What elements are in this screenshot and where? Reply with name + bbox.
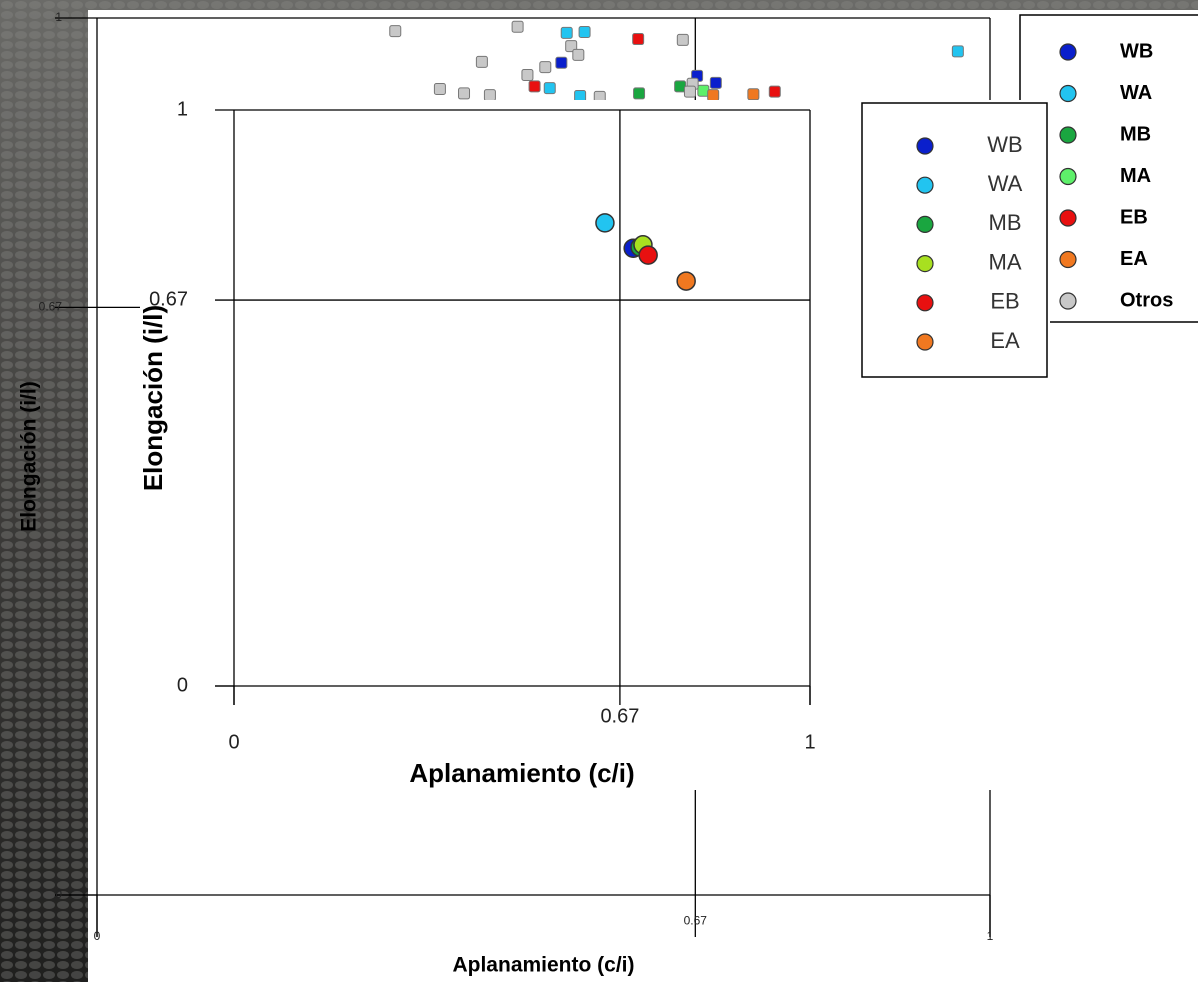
x-tick-label: 0 <box>94 929 101 943</box>
point <box>511 20 524 33</box>
legend-marker <box>1059 167 1077 186</box>
point <box>747 88 760 101</box>
point <box>560 26 573 39</box>
point <box>683 85 696 98</box>
legend-marker <box>1059 126 1077 144</box>
point <box>633 87 646 100</box>
legend-label: MB <box>1120 123 1151 145</box>
y-axis-label: Elongación (i/l) <box>18 381 41 532</box>
point <box>709 76 722 89</box>
legend-label: EA <box>990 328 1020 353</box>
point <box>951 45 964 58</box>
point <box>565 40 578 53</box>
point <box>676 33 689 46</box>
legend-label: Otros <box>1120 289 1173 311</box>
legend-label: EB <box>990 289 1019 314</box>
x-tick-label: 0.67 <box>684 914 708 928</box>
x-axis-label: Aplanamiento (c/i) <box>409 758 634 788</box>
legend-marker <box>1059 250 1077 269</box>
legend-label: WA <box>1120 82 1152 104</box>
y-tick-label: 0 <box>55 887 62 901</box>
point <box>433 83 446 96</box>
point <box>389 25 402 38</box>
x-tick-label: 0 <box>228 731 239 753</box>
point <box>676 271 696 291</box>
point <box>539 61 552 74</box>
legend-label: EA <box>1120 248 1148 270</box>
y-tick-label: 0 <box>177 674 188 696</box>
legend-label: MB <box>989 210 1022 235</box>
x-tick-label: 1 <box>804 731 815 753</box>
legend-marker <box>916 215 934 233</box>
legend-marker <box>1059 84 1077 103</box>
legend-marker <box>916 294 934 312</box>
legend-marker <box>916 176 934 194</box>
point <box>638 245 658 265</box>
y-tick-label: 1 <box>177 98 188 120</box>
legend-label: MA <box>989 249 1022 274</box>
legend-marker <box>1059 43 1077 61</box>
y-tick-label: 0.67 <box>149 288 188 310</box>
point <box>483 89 496 102</box>
y-tick-label: 1 <box>55 10 62 24</box>
legend-label: WB <box>1120 40 1153 62</box>
point <box>707 89 720 102</box>
legend-label: WA <box>988 171 1023 196</box>
point <box>555 56 568 69</box>
point <box>768 85 781 98</box>
legend-label: WB <box>987 132 1022 157</box>
legend-box <box>861 102 1048 378</box>
y-axis-label: Elongación (i/l) <box>138 305 168 491</box>
legend-marker <box>1059 209 1077 227</box>
point <box>632 33 645 46</box>
point <box>475 55 488 68</box>
point <box>574 90 587 103</box>
x-tick-label: 0.67 <box>600 705 639 727</box>
point <box>528 80 541 93</box>
x-axis-label: Aplanamiento (c/i) <box>452 954 634 977</box>
legend-marker <box>916 255 934 273</box>
y-tick-label: 0.67 <box>39 300 63 314</box>
legend-marker <box>916 333 934 351</box>
point <box>458 87 471 100</box>
point <box>543 82 556 95</box>
legend-marker <box>916 137 934 155</box>
point <box>572 48 585 61</box>
legend-label: EB <box>1120 206 1148 228</box>
legend-label: MA <box>1120 165 1151 187</box>
point <box>521 69 534 82</box>
x-tick-label: 1 <box>987 929 994 943</box>
point <box>578 26 591 39</box>
point <box>595 213 615 233</box>
legend-marker <box>1059 292 1077 310</box>
